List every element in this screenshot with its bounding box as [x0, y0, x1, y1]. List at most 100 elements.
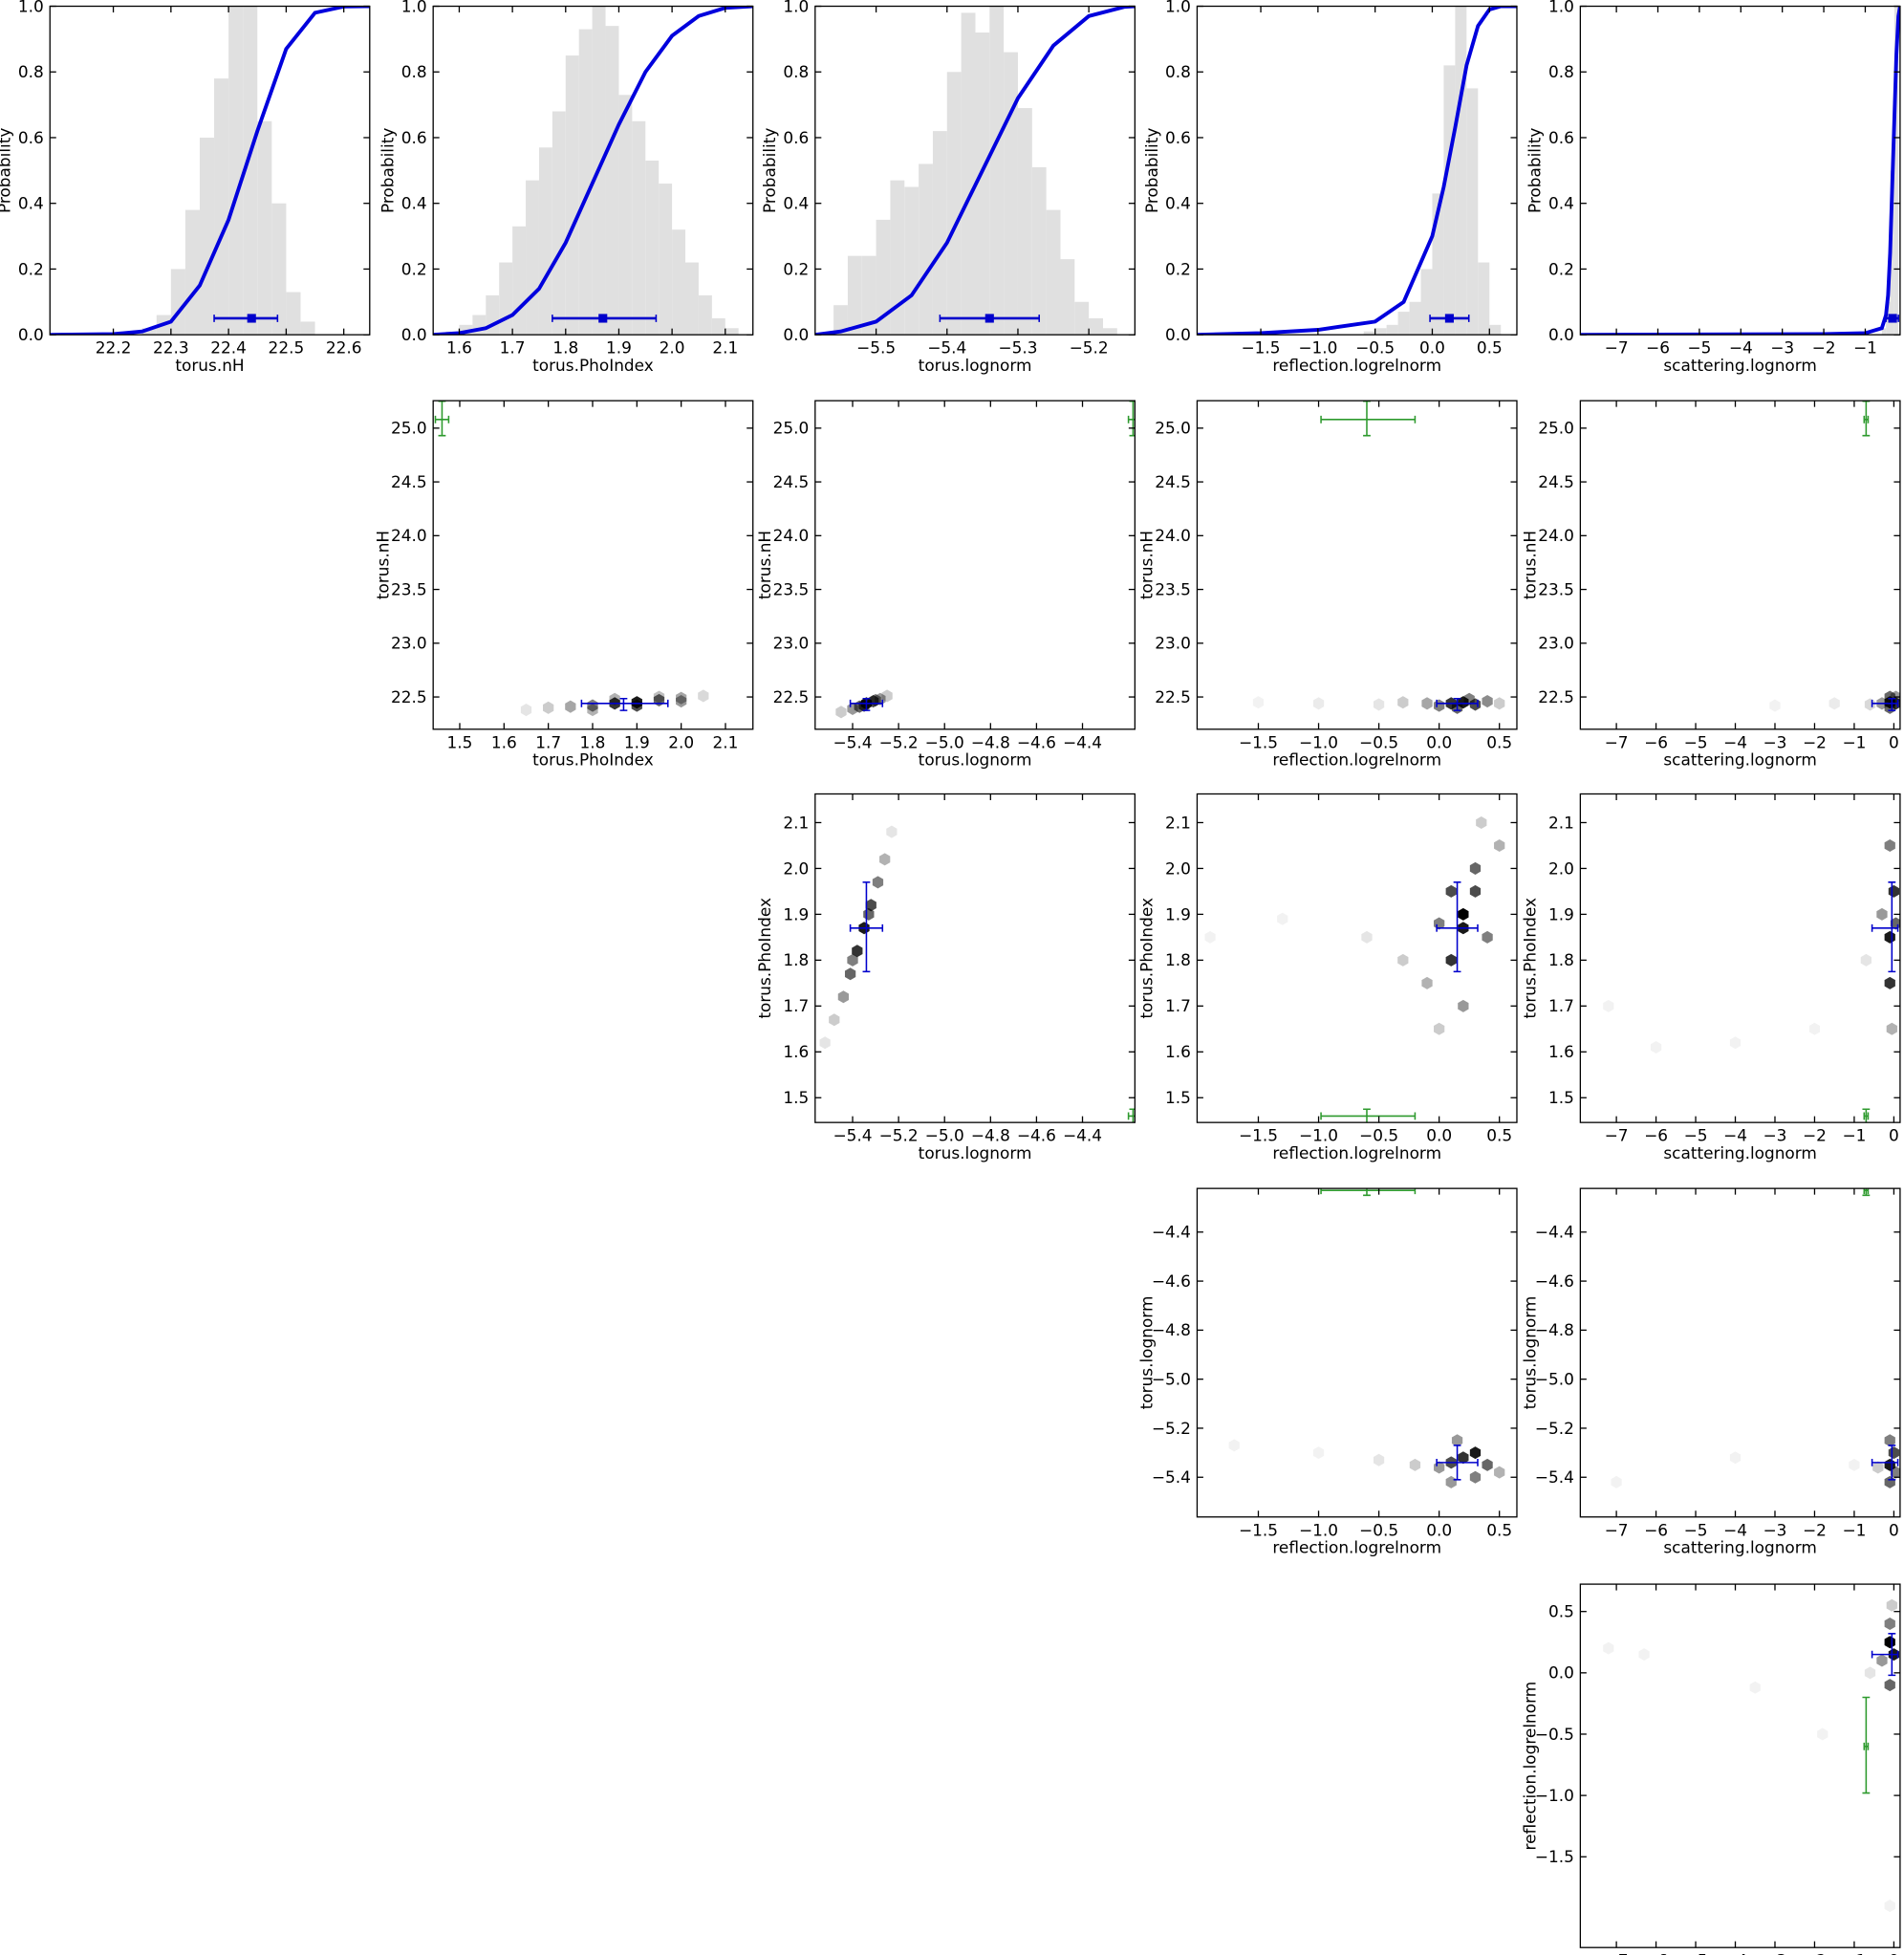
axes-frame: [432, 5, 754, 336]
x-tick-label: 1.9: [606, 338, 632, 358]
histogram-bar: [459, 324, 473, 336]
hex-cell: [1884, 1475, 1895, 1488]
x-tick-label: −5.4: [833, 732, 872, 751]
y-tick-label: 0.0: [18, 325, 44, 344]
plot-area: [1769, 401, 1900, 714]
hex-cell: [1445, 1475, 1457, 1488]
x-axis-label: torus.lognorm: [919, 1143, 1032, 1162]
hex-cell: [1884, 1900, 1895, 1913]
y-axis-label: reflection.logrelnorm: [1521, 1682, 1540, 1851]
histogram-bar: [184, 209, 200, 336]
hex-cell: [1312, 697, 1325, 710]
x-tick-label: −1.0: [1298, 338, 1337, 358]
x-tick-label: −4: [1723, 1520, 1747, 1539]
hex-cell: [676, 691, 687, 705]
x-axis-label: reflection.logrelnorm: [1272, 750, 1441, 770]
axes-frame: [814, 793, 1136, 1123]
x-axis-label: scattering.lognorm: [1663, 356, 1817, 375]
error-marker: [1444, 314, 1454, 323]
histogram-bar: [1004, 52, 1018, 336]
histogram-bar: [1443, 65, 1456, 336]
y-axis-label: torus.PhoIndex: [755, 898, 774, 1019]
y-tick-label: 1.6: [783, 1042, 809, 1061]
hex-cell: [1397, 953, 1409, 967]
hex-cell: [1397, 696, 1409, 709]
hex-cell: [1603, 1641, 1614, 1655]
panel: 1.6 1.7 1.8 1.9 2.0 2.1 0.0 0.2 0.4 0.6 0.8 1.0 toru…: [379, 0, 754, 375]
y-tick-label: 0.5: [1548, 1602, 1574, 1621]
y-tick-label: 1.8: [1548, 950, 1574, 969]
y-axis-label: torus.PhoIndex: [1137, 898, 1157, 1019]
axes-frame: [49, 5, 371, 336]
plot-area: [1252, 401, 1505, 714]
y-tick-label: 23.5: [1155, 579, 1191, 598]
y-tick-label: 0.2: [18, 259, 44, 278]
y-tick-label: 25.0: [1538, 419, 1574, 438]
histogram-bar: [228, 6, 244, 336]
histogram-bar: [833, 305, 848, 336]
histogram-bar: [1397, 312, 1410, 336]
y-tick-label: 0.4: [1165, 194, 1191, 213]
histogram-bar: [286, 292, 301, 336]
x-tick-label: 0: [1889, 1520, 1899, 1539]
histogram-bar: [698, 294, 712, 336]
histogram-bar: [659, 184, 673, 336]
panel: −5.4 −5.2 −5.0 −4.8 −4.6 −4.4 22.5 23.0 23.5 24.0…: [755, 400, 1136, 770]
x-tick-label: −5.3: [998, 338, 1037, 358]
axes-frame: [814, 5, 1136, 336]
y-axis-label: torus.lognorm: [1521, 1296, 1540, 1410]
histogram-bar: [1017, 108, 1032, 336]
y-tick-label: 24.5: [1155, 472, 1191, 491]
histogram-bar: [538, 147, 552, 336]
hex-cell: [565, 700, 576, 713]
y-tick-label: 23.0: [391, 634, 427, 653]
hex-cell: [1884, 1618, 1895, 1631]
histogram-bar: [1046, 209, 1061, 336]
y-tick-label: 0.4: [783, 194, 809, 213]
y-tick-label: 24.0: [1538, 526, 1574, 545]
x-tick-label: 1.7: [535, 732, 561, 751]
histogram-bar: [672, 229, 686, 336]
y-tick-label: 0.6: [783, 128, 809, 147]
y-tick-label: 23.5: [773, 579, 810, 598]
y-axis-label: Probability: [1525, 128, 1545, 213]
x-tick-label: 0.5: [1477, 338, 1503, 358]
y-tick-label: 0.2: [1165, 259, 1191, 278]
x-tick-label: −1.0: [1299, 1126, 1338, 1145]
x-tick-label: −4: [1723, 1126, 1747, 1145]
axes-frame: [1579, 400, 1901, 730]
x-tick-label: −1: [1842, 1126, 1866, 1145]
error-marker: [984, 314, 994, 323]
x-tick-label: −3: [1763, 732, 1787, 751]
hex-cell: [872, 876, 884, 889]
histogram-bar: [1386, 324, 1398, 336]
y-tick-label: 1.9: [1165, 904, 1191, 923]
hex-cell: [1458, 999, 1469, 1012]
x-tick-label: −7: [1605, 732, 1629, 751]
hex-cell: [819, 1036, 831, 1050]
panel: −7 −6 −5 −4 −3 −2 −1 0 −5.4 −5.2 −5.0 −4.8 −4.6 −4.4 s…: [1521, 1187, 1901, 1557]
y-tick-label: 1.9: [1548, 904, 1574, 923]
y-tick-label: 1.5: [783, 1088, 809, 1107]
x-tick-label: −2: [1812, 338, 1836, 358]
hex-cell: [1434, 699, 1445, 712]
x-tick-label: −5: [1684, 1520, 1708, 1539]
hex-cell: [1434, 1022, 1445, 1035]
histogram-bar: [512, 226, 527, 336]
hex-cell: [1888, 1446, 1900, 1460]
x-tick-label: 1.9: [624, 732, 650, 751]
x-axis-label: torus.PhoIndex: [532, 356, 654, 375]
hex-cell: [886, 825, 898, 838]
x-tick-label: −3: [1763, 1520, 1787, 1539]
hex-cell: [1729, 1036, 1742, 1050]
hex-cell: [1494, 697, 1505, 710]
x-tick-label: −2: [1803, 1951, 1827, 1955]
x-tick-label: −4: [1723, 1951, 1747, 1955]
hex-cell: [587, 699, 598, 712]
y-tick-label: 24.0: [1155, 526, 1191, 545]
y-tick-label: 0.8: [783, 62, 809, 81]
hex-cell: [1482, 930, 1493, 944]
y-tick-label: −4.4: [1535, 1223, 1574, 1242]
histogram-bar: [847, 255, 862, 336]
axes-frame: [1579, 5, 1901, 336]
